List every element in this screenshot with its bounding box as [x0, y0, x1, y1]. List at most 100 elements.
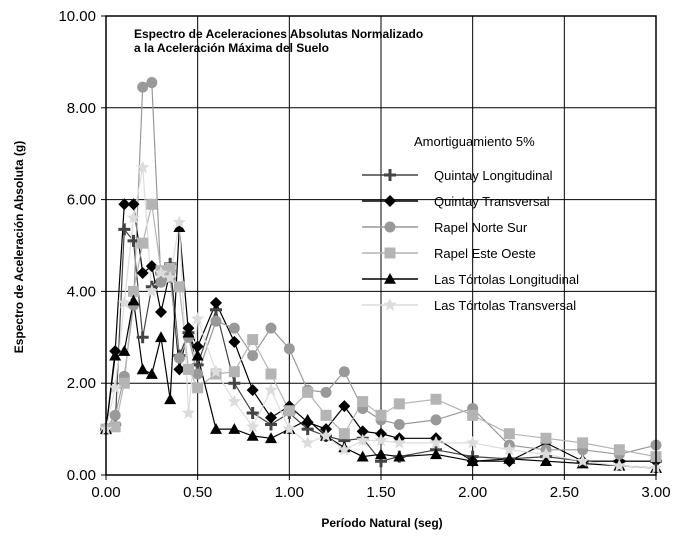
- data-point: [117, 295, 131, 309]
- data-point: [577, 437, 589, 449]
- y-tick-label: 0.00: [67, 467, 96, 484]
- legend-label: Rapel Norte Sur: [434, 220, 528, 235]
- data-point: [163, 270, 177, 284]
- data-point: [430, 393, 442, 405]
- data-point: [137, 237, 149, 249]
- data-point: [375, 409, 387, 421]
- data-point: [191, 311, 205, 325]
- data-point: [164, 262, 176, 274]
- data-point: [374, 433, 388, 447]
- x-tick-label: 3.00: [641, 484, 670, 501]
- data-point: [393, 398, 405, 410]
- data-point: [319, 429, 333, 442]
- data-point: [183, 363, 194, 375]
- data-point: [503, 428, 515, 440]
- data-point: [109, 409, 121, 421]
- data-point: [576, 454, 590, 467]
- data-point: [612, 458, 626, 472]
- x-tick-label: 2.50: [550, 484, 579, 501]
- data-point: [375, 448, 387, 460]
- data-point: [210, 315, 222, 327]
- data-point: [246, 384, 259, 397]
- data-point: [126, 211, 141, 224]
- data-point: [228, 423, 241, 434]
- x-tick-label: 0.00: [91, 484, 120, 501]
- data-point: [228, 335, 241, 348]
- data-point: [466, 455, 479, 467]
- data-point: [136, 331, 149, 344]
- data-point: [301, 413, 314, 425]
- data-point: [540, 432, 552, 444]
- data-point: [338, 400, 351, 413]
- data-point: [210, 423, 222, 434]
- data-point: [173, 221, 186, 232]
- legend-marker: [384, 169, 396, 181]
- data-point: [155, 331, 167, 343]
- data-point: [191, 349, 204, 361]
- data-point: [155, 276, 167, 288]
- data-point: [320, 386, 332, 398]
- legend-label: Las Tórtolas Transversal: [434, 298, 576, 313]
- data-point: [392, 435, 406, 449]
- data-point: [108, 380, 122, 394]
- legend-marker: [384, 273, 396, 284]
- data-point: [118, 377, 130, 389]
- data-point: [209, 364, 223, 378]
- data-point: [118, 198, 131, 211]
- data-point: [502, 442, 516, 456]
- data-point: [172, 215, 186, 229]
- y-tick-label: 10.00: [58, 8, 96, 25]
- y-axis-label: Espectro de Aceleración Absoluta (g): [12, 141, 26, 354]
- data-point: [136, 160, 150, 174]
- x-tick-label: 1.00: [275, 484, 304, 501]
- legend-marker: [383, 298, 397, 311]
- data-point: [173, 281, 185, 293]
- data-point: [356, 425, 369, 438]
- data-point: [265, 432, 277, 444]
- data-point: [265, 368, 277, 380]
- data-point: [320, 409, 332, 421]
- data-point: [128, 285, 139, 297]
- data-point: [228, 322, 240, 334]
- data-point: [192, 382, 204, 394]
- data-point: [127, 198, 140, 211]
- legend-marker: [384, 221, 396, 233]
- data-point: [164, 393, 177, 405]
- data-point: [503, 452, 516, 464]
- data-point: [118, 345, 131, 356]
- data-point: [181, 406, 196, 419]
- data-point: [338, 366, 350, 378]
- data-point: [246, 419, 260, 433]
- data-point: [301, 435, 315, 449]
- data-point: [145, 368, 158, 379]
- data-point: [228, 377, 241, 390]
- x-axis-label: Período Natural (seg): [321, 516, 442, 530]
- data-point: [357, 396, 369, 408]
- y-tick-label: 2.00: [67, 375, 96, 392]
- data-point: [265, 322, 277, 334]
- axis-ticks: 0.00 0.50 1.00 1.50 2.00 2.50 3.00 0.00 2.00 4.00…: [58, 8, 670, 501]
- data-point: [393, 419, 405, 431]
- data-point: [192, 368, 204, 380]
- data-point: [429, 435, 443, 449]
- data-point: [246, 407, 259, 420]
- legend-label: Quintay Transversal: [434, 194, 550, 209]
- data-point: [613, 444, 625, 456]
- data-point: [393, 450, 406, 462]
- data-point: [247, 334, 259, 346]
- data-point: [283, 343, 295, 355]
- legend: Amortiguamiento 5% Quintay Longitudinal Q…: [362, 134, 579, 313]
- chart-title-line-2: a la Aceleración Máxima del Suelo: [134, 41, 329, 55]
- data-point: [430, 414, 442, 426]
- data-point: [467, 409, 479, 421]
- data-point: [466, 435, 480, 449]
- data-point: [338, 428, 350, 440]
- y-tick-label: 8.00: [67, 100, 96, 117]
- y-tick-label: 6.00: [67, 192, 96, 209]
- data-point: [430, 448, 442, 460]
- data-point: [337, 442, 351, 456]
- data-point: [540, 455, 552, 467]
- data-point: [127, 294, 140, 306]
- data-point: [246, 429, 259, 441]
